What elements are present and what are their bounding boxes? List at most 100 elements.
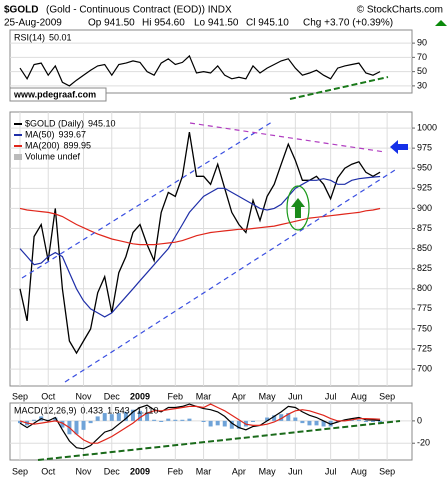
highlight-ellipse <box>286 185 310 231</box>
x-tick-label: 2009 <box>130 391 150 401</box>
x-tick-label: Sep <box>379 466 395 476</box>
x-tick-label: Nov <box>76 466 93 476</box>
y-tick-label: 825 <box>417 263 432 273</box>
x-tick-label: Feb <box>168 391 184 401</box>
y-tick-label: 900 <box>417 203 432 213</box>
histogram-bar <box>272 415 277 421</box>
histogram-bar <box>180 419 185 421</box>
y-tick-label: 750 <box>417 323 432 333</box>
histogram-bar <box>60 420 65 428</box>
y-tick-label: 70 <box>417 52 427 62</box>
y-tick-label: 875 <box>417 223 432 233</box>
y-tick-label: 90 <box>417 38 427 48</box>
series-line <box>19 131 381 355</box>
channel-lower <box>64 169 396 383</box>
x-tick-label: Mar <box>196 391 212 401</box>
x-tick-label: Oct <box>41 466 56 476</box>
copyright: © StockCharts.com <box>357 5 443 16</box>
x-tick-label: Mar <box>196 466 212 476</box>
quote-date: 25-Aug-2009 <box>4 18 62 29</box>
histogram-bar <box>371 420 375 422</box>
resistance-line <box>189 122 386 153</box>
histogram-bar <box>229 420 234 429</box>
macd-value: 0.433 <box>81 405 104 415</box>
y-tick-label: 925 <box>417 183 432 193</box>
histogram-bar <box>279 414 284 421</box>
macd-support <box>37 420 401 461</box>
panel-title: MACD(12,26,9) <box>14 405 77 415</box>
histogram-bar <box>95 416 100 421</box>
histogram-bar <box>159 420 164 422</box>
y-tick-label: 725 <box>417 343 432 353</box>
legend-entry: MA(200) <box>25 140 60 150</box>
x-tick-label: Dec <box>104 391 121 401</box>
histogram-bar <box>286 413 291 421</box>
y-tick-label: 0 <box>417 415 422 425</box>
x-tick-label: Sep <box>12 466 28 476</box>
histogram-bar <box>250 420 255 422</box>
rsi-frame <box>9 29 413 94</box>
legend-note: Volume undef <box>25 151 81 161</box>
blue-arrow <box>390 140 408 154</box>
y-tick-label: 1000 <box>417 122 437 132</box>
x-tick-label: Jul <box>325 391 337 401</box>
channel-upper <box>21 121 273 279</box>
x-tick-label: Apr <box>232 466 246 476</box>
x-tick-label: Aug <box>351 391 367 401</box>
x-tick-label: Sep <box>12 391 28 401</box>
histogram-bar <box>152 419 157 421</box>
series-line <box>19 175 381 318</box>
histogram-bar <box>74 420 79 435</box>
green-arrow <box>291 198 305 218</box>
y-tick-label: 950 <box>417 163 432 173</box>
histogram-bar <box>363 420 368 422</box>
y-tick-label: 850 <box>417 243 432 253</box>
histogram-bar <box>32 419 37 421</box>
histogram-bar <box>18 420 22 424</box>
series-line <box>19 207 381 246</box>
quote-high: Hi 954.60 <box>142 18 185 29</box>
x-tick-label: Jul <box>325 466 337 476</box>
x-tick-label: Jun <box>288 391 303 401</box>
legend-swatch <box>14 154 22 160</box>
legend-value: 899.95 <box>64 140 92 150</box>
macd-frame <box>9 402 413 461</box>
histogram-bar <box>378 420 383 423</box>
histogram-bar <box>265 417 270 421</box>
quote-open: Op 941.50 <box>88 18 135 29</box>
histogram-bar <box>314 420 319 426</box>
annotations <box>21 76 408 461</box>
histogram-bar <box>208 420 213 427</box>
histogram-bar <box>307 420 312 426</box>
watermark-box <box>9 87 107 102</box>
y-tick-label: 700 <box>417 364 432 374</box>
legend-entry: MA(50) <box>25 129 55 139</box>
x-tick-label: May <box>259 466 277 476</box>
macd-value: 1.543 <box>107 405 130 415</box>
histogram-bar <box>123 411 128 421</box>
histogram-bar <box>138 410 143 421</box>
quote-low: Lo 941.50 <box>194 18 239 29</box>
symbol: $GOLD <box>4 5 38 16</box>
histogram-bar <box>109 414 114 421</box>
y-tick-label: 50 <box>417 66 427 76</box>
x-tick-label: Nov <box>76 391 93 401</box>
series-line <box>19 403 381 444</box>
histogram-bar <box>201 420 206 422</box>
histogram-bar <box>300 420 305 424</box>
histogram-bar <box>145 413 150 421</box>
x-tick-label: May <box>259 391 277 401</box>
x-tick-label: Aug <box>351 466 367 476</box>
x-tick-label: Oct <box>41 391 56 401</box>
y-tick-label: -20 <box>417 438 430 448</box>
x-tick-label: Feb <box>168 466 184 476</box>
histogram-bar <box>166 418 171 421</box>
y-tick-label: 30 <box>417 80 427 90</box>
histogram-bar <box>88 420 93 424</box>
x-tick-label: Apr <box>232 391 246 401</box>
histogram-bar <box>53 417 58 421</box>
histogram-bar <box>102 413 107 421</box>
x-tick-label: Jun <box>288 466 303 476</box>
quote-close: Cl 945.10 <box>246 18 289 29</box>
